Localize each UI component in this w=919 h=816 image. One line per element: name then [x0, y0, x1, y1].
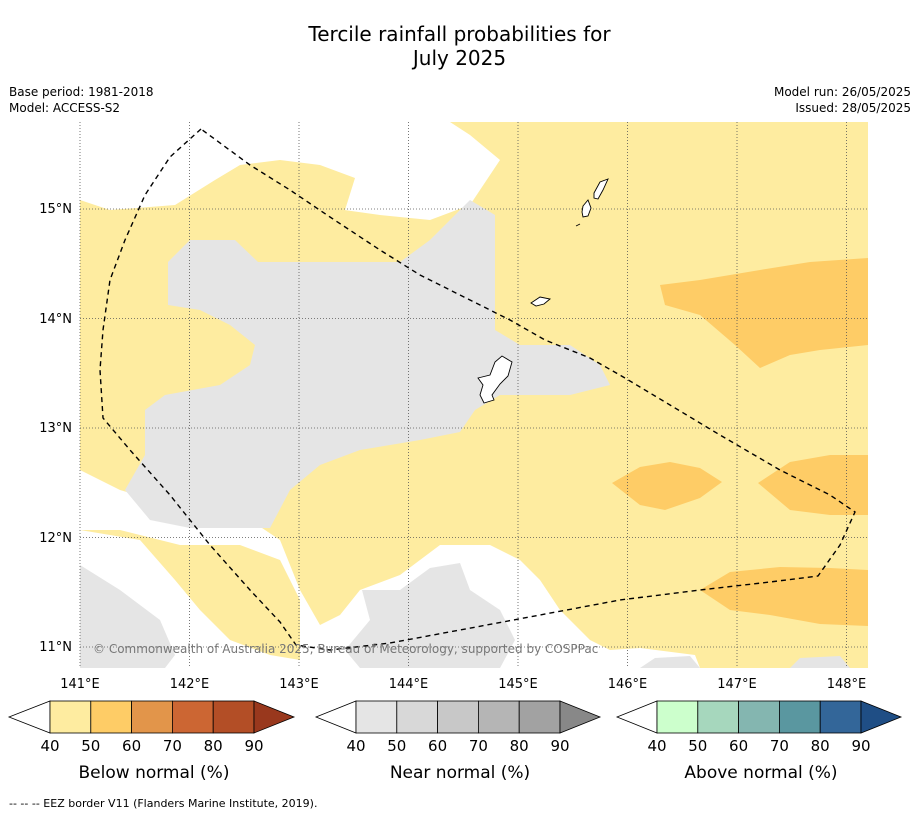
colorbar-low-extension: [615, 700, 658, 734]
colorbar-tick-label: 80: [204, 737, 223, 755]
copyright-text: © Commonwealth of Australia 2025, Bureau…: [93, 642, 598, 656]
graticule: [79, 122, 868, 668]
colorbar-tick-label: 90: [550, 737, 569, 755]
colorbar-segment: [49, 700, 92, 734]
colorbar-low-extension: [314, 700, 357, 734]
title-line-1: Tercile rainfall probabilities for: [308, 22, 611, 46]
below-normal-50-60-centre: [612, 462, 722, 510]
colorbar-tick-label: 60: [122, 737, 141, 755]
below-normal-50-60-southeast: [700, 567, 868, 626]
colorbar-tick-label: 50: [387, 737, 406, 755]
lon-tick-143: 143°E: [279, 677, 319, 692]
lon-tick-147: 147°E: [717, 677, 757, 692]
colorbar-segment: [437, 700, 479, 734]
colorbar-segment: [90, 700, 133, 734]
colorbar-segment: [779, 700, 821, 734]
colorbar-tick-label: 70: [469, 737, 488, 755]
colorbar-low-extension: [7, 700, 51, 734]
lon-tick-142: 142°E: [170, 677, 210, 692]
below-normal-50-60-northeast: [660, 258, 868, 368]
guam-island: [477, 355, 513, 404]
lat-tick-12: 12°N: [39, 531, 72, 546]
colorbar-segment: [819, 700, 862, 734]
near-normal-40-50-southwest: [80, 565, 175, 668]
colorbar-tick-label: 40: [40, 737, 59, 755]
model-run: Model run: 26/05/2025: [773, 85, 911, 99]
colorbar-high-extension: [253, 700, 296, 734]
colorbar-high-extension: [559, 700, 602, 734]
colorbar-high-extension: [860, 700, 903, 734]
lon-tick-141: 141°E: [60, 677, 100, 692]
colorbar-segment: [171, 700, 214, 734]
colorbar-above-normal: 40 50 60 70 80 90 Above normal (%): [615, 700, 903, 783]
colorbar-segment: [656, 700, 699, 734]
meta-right: Model run: 26/05/2025 Issued: 28/05/2025: [774, 84, 911, 116]
colorbar-segment: [355, 700, 398, 734]
lon-tick-144: 144°E: [389, 677, 429, 692]
near-normal-40-50-bottom: [640, 656, 700, 668]
base-period: Base period: 1981-2018: [9, 85, 154, 99]
colorbar-title: Near normal (%): [390, 763, 530, 783]
colorbar-tick-label: 50: [688, 737, 707, 755]
lat-tick-15: 15°N: [39, 202, 72, 217]
meta-left: Base period: 1981-2018 Model: ACCESS-S2: [9, 84, 154, 116]
aguijan-island: [575, 223, 581, 227]
issued-date: Issued: 28/05/2025: [795, 101, 911, 115]
colorbar-segment: [477, 700, 520, 734]
probability-regions: [80, 122, 868, 668]
colorbar-segment: [518, 700, 561, 734]
below-normal-40-50-west: [80, 160, 355, 420]
map-title: Tercile rainfall probabilities for July …: [0, 22, 919, 70]
below-normal-50-60-east: [758, 455, 868, 515]
colorbar-below-normal: 40 50 60 70 80 90 Below normal (%): [7, 700, 296, 783]
lon-tick-146: 146°E: [608, 677, 648, 692]
colorbar-segment: [697, 700, 739, 734]
colorbar-title: Above normal (%): [684, 763, 837, 783]
colorbar-tick-label: 90: [244, 737, 263, 755]
model-name: Model: ACCESS-S2: [9, 101, 121, 115]
colorbar-segment: [738, 700, 780, 734]
colorbar-tick-label: 60: [428, 737, 447, 755]
colorbar-title: Below normal (%): [79, 763, 230, 783]
colorbar-tick-label: 40: [647, 737, 666, 755]
colorbar-tick-label: 60: [729, 737, 748, 755]
tinian-island: [581, 199, 592, 218]
islands: [477, 178, 609, 404]
eez-footnote: -- -- -- EEZ border V11 (Flanders Marine…: [9, 797, 318, 810]
lat-tick-11: 11°N: [39, 640, 72, 655]
near-normal-40-50-bottom-2: [790, 656, 850, 668]
colorbar-segment: [396, 700, 438, 734]
colorbar-segment: [212, 700, 255, 734]
colorbar-tick-label: 80: [510, 737, 529, 755]
colorbar-tick-label: 70: [770, 737, 789, 755]
near-normal-40-50-southeast: [345, 563, 515, 668]
rota-island: [530, 296, 552, 307]
colorbar-tick-label: 90: [851, 737, 870, 755]
saipan-island: [593, 178, 609, 200]
lon-tick-148: 148°E: [827, 677, 867, 692]
colorbar-segment: [131, 700, 173, 734]
lon-tick-145: 145°E: [498, 677, 538, 692]
lat-tick-13: 13°N: [39, 421, 72, 436]
title-line-2: July 2025: [412, 46, 507, 70]
colorbar-tick-label: 70: [163, 737, 182, 755]
colorbar-tick-label: 50: [81, 737, 100, 755]
colorbar-near-normal: 40 50 60 70 80 90 Near normal (%): [314, 700, 602, 783]
lat-tick-14: 14°N: [39, 312, 72, 327]
near-normal-40-50-main: [125, 200, 610, 528]
colorbar-tick-label: 40: [346, 737, 365, 755]
below-normal-40-50-south: [80, 530, 300, 660]
colorbar-tick-label: 80: [811, 737, 830, 755]
